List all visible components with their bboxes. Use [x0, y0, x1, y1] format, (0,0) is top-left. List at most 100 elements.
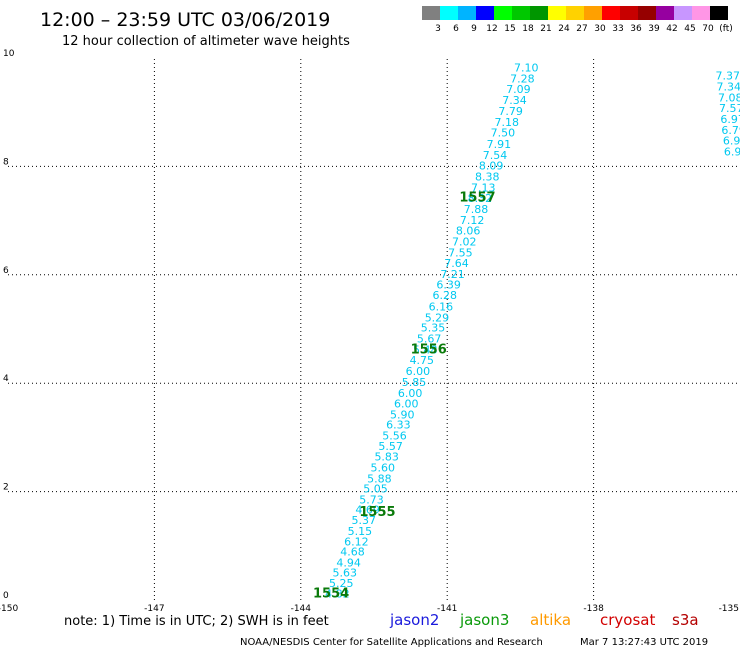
color-swatch	[512, 6, 530, 20]
wave-height-point: 7.34	[502, 94, 527, 107]
wave-height-point: 5.73	[359, 494, 384, 507]
wave-height-point: 6.28	[433, 289, 458, 302]
timestamp: Mar 7 13:27:43 UTC 2019	[580, 637, 708, 648]
wave-height-point: 6.92	[724, 146, 740, 159]
wave-height-point: 8.06	[456, 225, 481, 238]
wave-height-point: 5.56	[382, 430, 407, 443]
color-scale-label: 70	[702, 24, 714, 34]
wave-height-point: 5.37	[352, 514, 377, 527]
wave-height-point: 7.21	[440, 268, 465, 281]
y-tick-label: 0	[3, 591, 9, 601]
wave-height-point: 6.97	[720, 113, 740, 126]
color-scale-label: 12	[486, 24, 497, 34]
wave-height-point: 5.90	[390, 408, 415, 421]
y-tick-label: 6	[3, 266, 9, 276]
color-scale-label: 39	[648, 24, 660, 34]
wave-height-point: 7.28	[510, 72, 535, 85]
wave-height-point: 5.60	[371, 462, 396, 475]
color-scale-bar: 3 6 9 12 15 18 21 24 27 30 33 36 39 42 45 70 (ft)	[422, 6, 733, 34]
wave-height-point: 7.12	[460, 214, 485, 227]
y-tick-label: 4	[3, 374, 9, 384]
wave-height-point: 5.48	[413, 343, 438, 356]
wave-height-point: 6.00	[406, 365, 431, 378]
wave-height-point: 5.57	[378, 440, 403, 453]
wave-height-point: 5.85	[402, 376, 427, 389]
color-swatch	[494, 6, 512, 20]
wave-height-point: 7.79	[498, 105, 523, 118]
wave-height-point: 5.29	[425, 311, 450, 324]
x-tick-label: -147	[144, 604, 164, 614]
color-scale-label: 36	[630, 24, 642, 34]
wave-height-point: 5.25	[329, 577, 354, 590]
revolution-number: 1556	[411, 342, 447, 357]
footnote: note: 1) Time is in UTC; 2) SWH is in fe…	[64, 614, 329, 629]
color-swatch	[422, 6, 440, 20]
y-tick-label: 8	[3, 157, 9, 167]
x-tick-label: -141	[437, 604, 457, 614]
y-tick-label: 2	[3, 483, 9, 493]
chart-subtitle: 12 hour collection of altimeter wave hei…	[62, 34, 350, 49]
legend-entry: altika	[530, 611, 571, 629]
x-axis-ticks: -150 -147 -144 -141 -138 -135	[0, 604, 739, 614]
color-swatch	[710, 6, 728, 20]
color-swatch	[548, 6, 566, 20]
color-scale-label: 45	[684, 24, 695, 34]
chart-title: 12:00 – 23:59 UTC 03/06/2019	[40, 9, 330, 31]
wave-height-point: 4.82	[325, 587, 350, 600]
color-swatch	[638, 6, 656, 20]
wave-height-point: 4.68	[340, 546, 365, 559]
wave-height-point: 4.94	[336, 556, 361, 569]
wave-height-point: 6.16	[429, 301, 454, 314]
color-swatch	[656, 6, 674, 20]
wave-height-point: 6.39	[436, 278, 461, 291]
wave-height-labels: 4.825.255.634.944.686.125.155.374.695.73…	[325, 62, 740, 601]
wave-height-point: 7.08	[718, 91, 740, 104]
legend-entry: s3a	[672, 611, 699, 629]
satellite-legend: jason2 jason3 altika cryosat s3a	[389, 611, 699, 629]
legend-entry: jason2	[389, 611, 439, 629]
color-swatch	[692, 6, 710, 20]
wave-height-point: 5.05	[363, 483, 388, 496]
color-scale-label: 27	[576, 24, 587, 34]
wave-height-point: 7.50	[491, 127, 516, 140]
y-axis-ticks: 0 2 4 6 8 10	[3, 49, 15, 601]
wave-height-point: 5.88	[367, 472, 392, 485]
color-swatch	[584, 6, 602, 20]
color-swatch	[620, 6, 638, 20]
color-scale-label: 3	[435, 24, 441, 34]
wave-height-point: 6.00	[398, 387, 423, 400]
wave-height-point: 7.18	[494, 116, 519, 129]
wave-height-point: 7.88	[464, 203, 489, 216]
wave-height-point: 7.13	[471, 181, 496, 194]
wave-height-point: 8.09	[479, 160, 504, 173]
y-tick-label: 10	[3, 49, 15, 59]
x-tick-label: -150	[0, 604, 18, 614]
color-scale-label: 33	[612, 24, 623, 34]
color-scale-label: 24	[558, 24, 570, 34]
wave-height-point: 7.64	[444, 257, 469, 270]
legend-entry: jason3	[459, 611, 509, 629]
wave-height-point: 5.35	[421, 322, 446, 335]
wave-height-point: 8.32	[468, 192, 493, 205]
color-scale-label: 6	[453, 24, 459, 34]
color-swatch	[440, 6, 458, 20]
wave-height-point: 4.75	[410, 354, 435, 367]
revolution-labels: 1554 1555 1556 1557	[313, 191, 496, 602]
wave-height-point: 5.83	[374, 451, 399, 464]
x-tick-label: -138	[583, 604, 604, 614]
color-swatch	[530, 6, 548, 20]
wave-height-point: 7.54	[483, 149, 508, 162]
color-swatch	[476, 6, 494, 20]
revolution-number: 1554	[313, 586, 349, 601]
wave-height-point: 6.12	[344, 535, 369, 548]
wave-height-point: 7.37	[716, 70, 740, 83]
color-scale-label: 30	[594, 24, 606, 34]
color-scale-label: 15	[504, 24, 515, 34]
color-swatch	[458, 6, 476, 20]
wave-height-point: 7.09	[506, 83, 531, 96]
color-scale-label: (ft)	[719, 24, 733, 34]
color-swatch	[566, 6, 584, 20]
credit-line: NOAA/NESDIS Center for Satellite Applica…	[240, 637, 543, 648]
wave-height-point: 4.69	[355, 503, 380, 516]
